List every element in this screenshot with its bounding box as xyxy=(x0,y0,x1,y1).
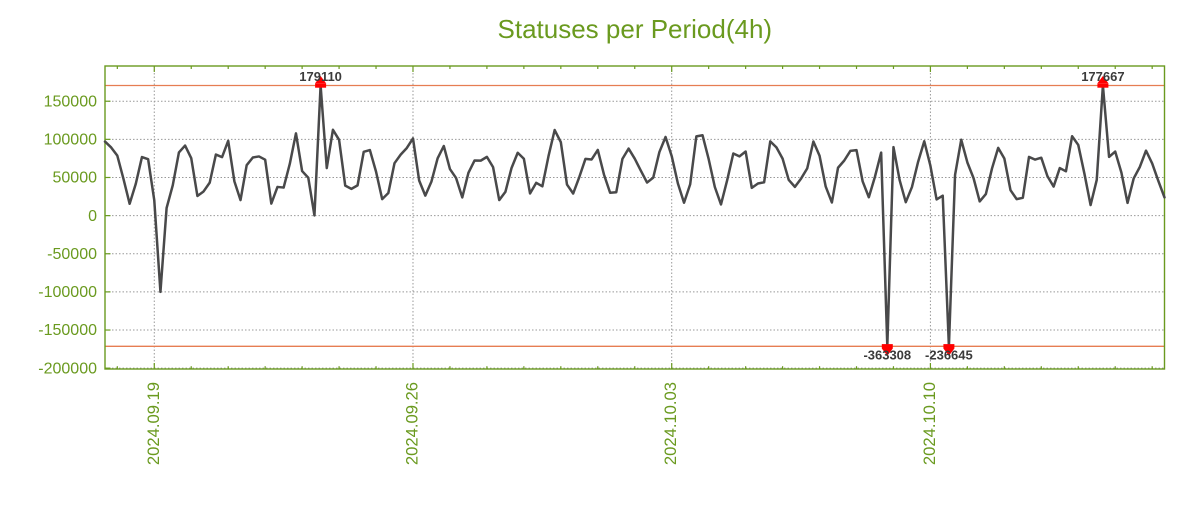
svg-text:-100000: -100000 xyxy=(38,284,97,301)
svg-text:150000: 150000 xyxy=(44,93,97,110)
svg-text:50000: 50000 xyxy=(53,170,98,187)
svg-text:-50000: -50000 xyxy=(47,246,97,263)
svg-text:2024.09.26: 2024.09.26 xyxy=(403,382,422,465)
svg-text:100000: 100000 xyxy=(44,132,97,149)
svg-text:-150000: -150000 xyxy=(38,322,97,339)
svg-text:-200000: -200000 xyxy=(38,360,97,377)
svg-text:Statuses per Period(4h): Statuses per Period(4h) xyxy=(498,14,773,44)
svg-text:177667: 177667 xyxy=(1081,69,1124,84)
svg-text:2024.10.10: 2024.10.10 xyxy=(920,382,939,465)
svg-text:2024.09.19: 2024.09.19 xyxy=(144,382,163,465)
svg-text:2024.10.03: 2024.10.03 xyxy=(661,382,680,465)
svg-text:0: 0 xyxy=(88,208,97,225)
svg-text:179110: 179110 xyxy=(299,69,342,84)
svg-text:-363308: -363308 xyxy=(863,348,911,363)
svg-text:-236645: -236645 xyxy=(925,348,973,363)
